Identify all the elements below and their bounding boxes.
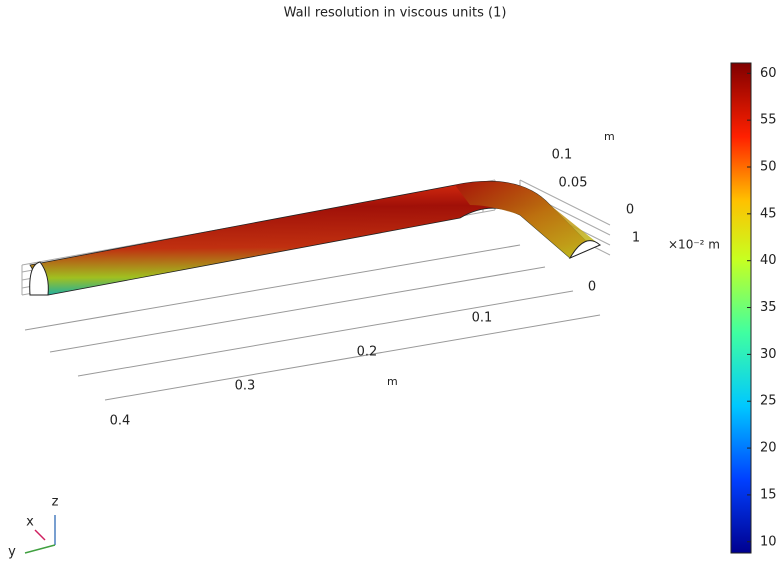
colorbar-tick-label: 60 xyxy=(760,66,777,81)
x-tick-label: 0 xyxy=(588,280,596,295)
x-tick-label: 0.2 xyxy=(357,345,378,360)
colorbar-tick-label: 45 xyxy=(760,206,777,221)
x-arrow xyxy=(34,529,46,541)
floor-grid xyxy=(24,244,601,401)
y-arrow xyxy=(24,544,56,554)
colorbar-tick-label: 20 xyxy=(760,441,777,456)
grid-lines xyxy=(24,244,601,401)
colorbar-tick-label: 25 xyxy=(760,394,777,409)
colorbar-tick-label: 15 xyxy=(760,487,777,502)
colorbar-tick-label: 50 xyxy=(760,159,777,174)
colorbar-tick-label: 35 xyxy=(760,300,777,315)
colorbar-tick-label: 10 xyxy=(760,534,777,549)
y-tick-label: 0.1 xyxy=(552,148,573,163)
triad xyxy=(24,515,56,554)
y-tick-label: 1 xyxy=(632,231,640,246)
colorbar-tick-label: 40 xyxy=(760,253,777,268)
y-tick-label: 0.05 xyxy=(559,176,588,191)
colorbar-tick-label: 55 xyxy=(760,113,777,128)
triad-label: y xyxy=(8,545,16,560)
colorbar-tick-label: 30 xyxy=(760,347,777,362)
axis-unit: m xyxy=(387,375,398,388)
x-tick-label: 0.4 xyxy=(110,414,131,429)
x-tick-label: 0.1 xyxy=(472,311,493,326)
scale-unit: ×10⁻² m xyxy=(668,238,720,252)
title: Wall resolution in viscous units (1) xyxy=(284,6,507,21)
pipe-bend xyxy=(455,181,600,258)
triad-label: x xyxy=(26,515,34,530)
triad-label: z xyxy=(52,495,59,510)
pipe-end xyxy=(568,240,601,260)
x-tick-label: 0.3 xyxy=(235,379,256,394)
axis-unit: m xyxy=(604,130,615,143)
y-tick-label: 0 xyxy=(626,203,634,218)
pipe-end xyxy=(29,261,49,296)
